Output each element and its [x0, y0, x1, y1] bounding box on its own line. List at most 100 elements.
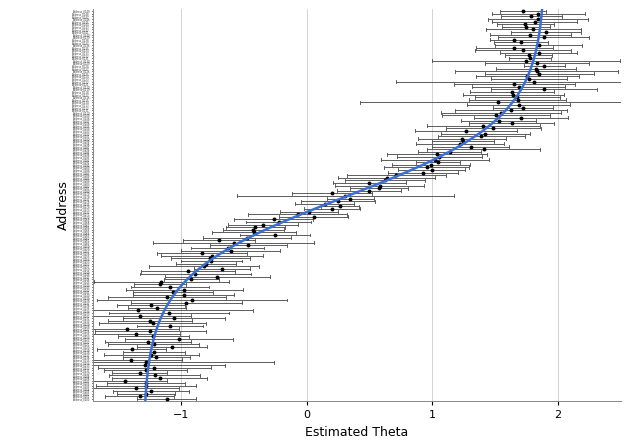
Point: [374, 182, 385, 189]
Point: [391, 172, 401, 179]
Point: [140, 367, 150, 374]
Point: [532, 60, 542, 67]
Point: [167, 343, 177, 350]
Point: [168, 289, 178, 296]
Point: [151, 354, 161, 361]
Point: [430, 156, 440, 163]
Point: [141, 382, 151, 389]
Point: [488, 125, 499, 132]
Point: [476, 133, 486, 140]
Point: [162, 294, 172, 301]
Point: [199, 263, 209, 270]
Point: [248, 226, 259, 233]
Point: [197, 250, 207, 257]
Point: [333, 198, 344, 205]
Point: [125, 356, 136, 363]
Point: [179, 291, 189, 298]
Point: [134, 369, 145, 376]
Point: [164, 284, 175, 291]
Point: [518, 8, 528, 15]
Point: [461, 127, 471, 135]
Point: [249, 229, 259, 236]
Point: [529, 26, 539, 33]
Point: [223, 244, 233, 251]
Point: [179, 286, 189, 293]
Point: [146, 388, 156, 395]
Point: [531, 67, 541, 75]
Point: [327, 190, 337, 197]
Point: [529, 78, 540, 85]
Point: [149, 364, 159, 371]
Point: [526, 13, 536, 20]
Point: [327, 206, 337, 213]
Point: [380, 177, 390, 184]
Point: [345, 195, 355, 202]
Point: [145, 328, 156, 335]
Point: [217, 265, 227, 273]
Point: [509, 36, 519, 43]
Point: [225, 247, 236, 254]
Point: [134, 393, 145, 400]
Point: [141, 390, 151, 397]
Point: [533, 15, 543, 22]
Point: [517, 104, 527, 111]
Point: [143, 338, 153, 345]
Point: [335, 203, 345, 210]
Point: [120, 377, 130, 384]
Point: [364, 187, 374, 194]
Point: [140, 362, 150, 369]
Point: [164, 310, 174, 317]
Point: [516, 39, 527, 46]
Point: [183, 268, 193, 275]
Point: [131, 385, 141, 392]
Point: [270, 232, 280, 239]
Point: [173, 336, 184, 343]
Point: [250, 224, 260, 231]
Point: [381, 174, 392, 181]
Point: [539, 86, 549, 93]
Point: [521, 23, 531, 30]
Point: [432, 151, 442, 158]
Point: [445, 148, 455, 155]
Point: [508, 88, 518, 95]
Point: [152, 304, 162, 311]
Point: [493, 99, 503, 106]
Y-axis label: Address: Address: [56, 180, 70, 230]
Point: [466, 143, 476, 150]
Point: [190, 270, 200, 277]
Point: [422, 164, 432, 171]
Point: [525, 31, 536, 38]
Point: [186, 276, 196, 283]
Point: [242, 234, 252, 241]
Point: [308, 213, 319, 220]
Point: [147, 302, 157, 309]
Point: [478, 122, 488, 129]
Point: [435, 153, 445, 161]
Point: [524, 52, 534, 59]
Point: [131, 330, 141, 337]
Point: [513, 101, 524, 108]
Point: [148, 348, 159, 355]
Point: [201, 260, 211, 267]
Point: [525, 55, 535, 62]
Point: [145, 317, 155, 324]
Point: [141, 380, 152, 387]
Point: [533, 10, 543, 17]
Point: [524, 75, 534, 82]
Point: [508, 91, 518, 98]
Point: [187, 296, 197, 303]
Point: [127, 346, 137, 353]
Point: [207, 252, 217, 259]
Point: [228, 239, 239, 247]
Point: [417, 169, 428, 176]
Point: [509, 44, 519, 51]
Point: [506, 120, 516, 127]
Point: [479, 146, 489, 153]
Point: [269, 216, 279, 223]
Point: [168, 315, 179, 322]
Point: [534, 41, 544, 49]
Point: [273, 218, 284, 225]
Point: [539, 34, 549, 41]
Point: [122, 325, 132, 332]
Point: [320, 200, 330, 207]
